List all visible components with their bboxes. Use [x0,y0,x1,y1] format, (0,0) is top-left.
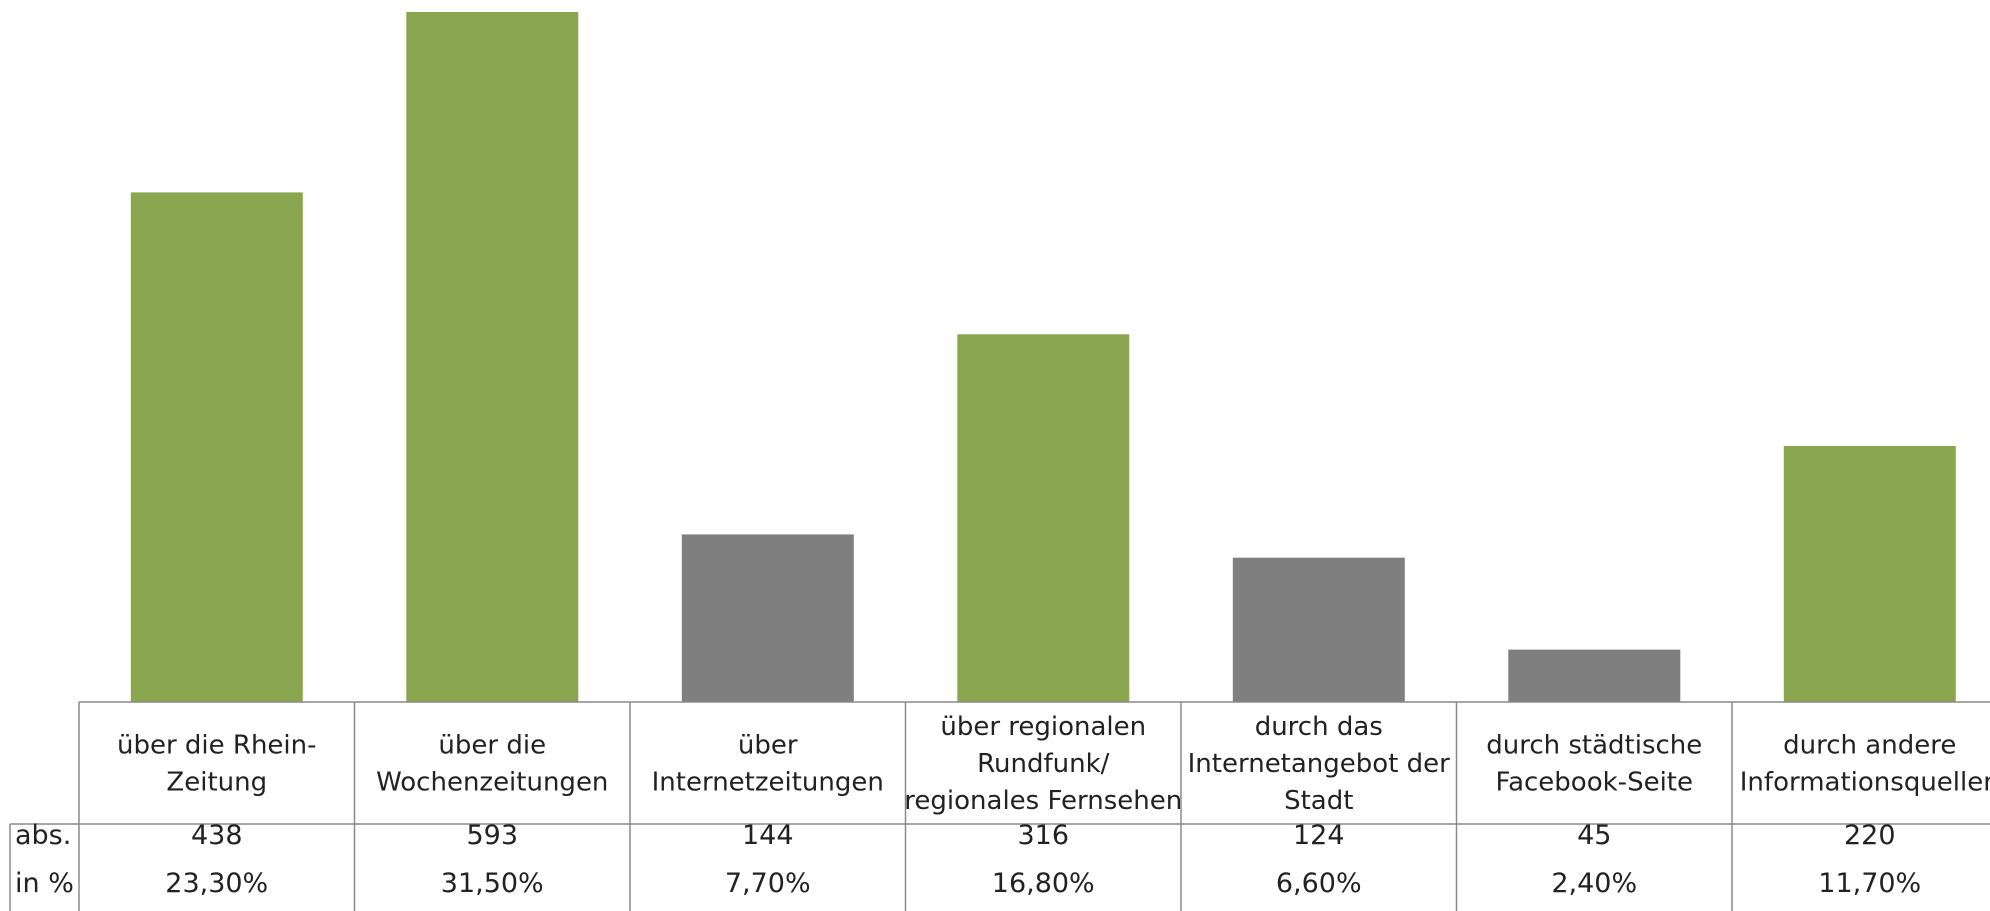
table-cell: 593 [466,820,518,851]
category-label-3: über Internetzeitungen [652,731,884,798]
bar-6 [1508,649,1681,702]
bar-5 [1232,557,1405,702]
bar-7 [1783,446,1956,702]
category-label-2: über die Wochenzeitungen [376,731,608,798]
bar-2 [406,12,579,702]
table-cell: 220 [1844,820,1896,851]
table-cell: 16,80% [992,868,1095,899]
table-row-label: abs. [15,820,71,851]
bar-3 [681,534,854,702]
table-cell: 23,30% [165,868,268,899]
table-cell: 316 [1017,820,1069,851]
category-label-6: durch städtische Facebook-Seite [1486,731,1702,798]
bars-group [130,12,1956,702]
table-cell: 144 [742,820,794,851]
table-cell: 6,60% [1276,868,1362,899]
bar-1 [130,192,303,702]
table-cell: 124 [1293,820,1345,851]
table-cell: 11,70% [1818,868,1921,899]
table-cell: 31,50% [441,868,544,899]
bar-4 [957,334,1130,702]
table-row-label: in % [15,868,74,899]
table-cell: 2,40% [1551,868,1637,899]
category-label-1: über die Rhein-Zeitung [117,731,317,798]
data-table-text: über die Rhein-Zeitung über die Wochenzeit… [15,712,1990,899]
data-table-grid [9,701,1990,911]
category-label-5: durch das Internetangebot der Stadt [1188,712,1451,816]
table-cell: 45 [1577,820,1611,851]
category-label-7: durch andere Informationsquellen [1740,731,1990,798]
table-cell: 438 [191,820,243,851]
table-cell: 7,70% [725,868,811,899]
category-label-4: über regionalen Rundfunk/regionales Ferns… [904,712,1182,816]
